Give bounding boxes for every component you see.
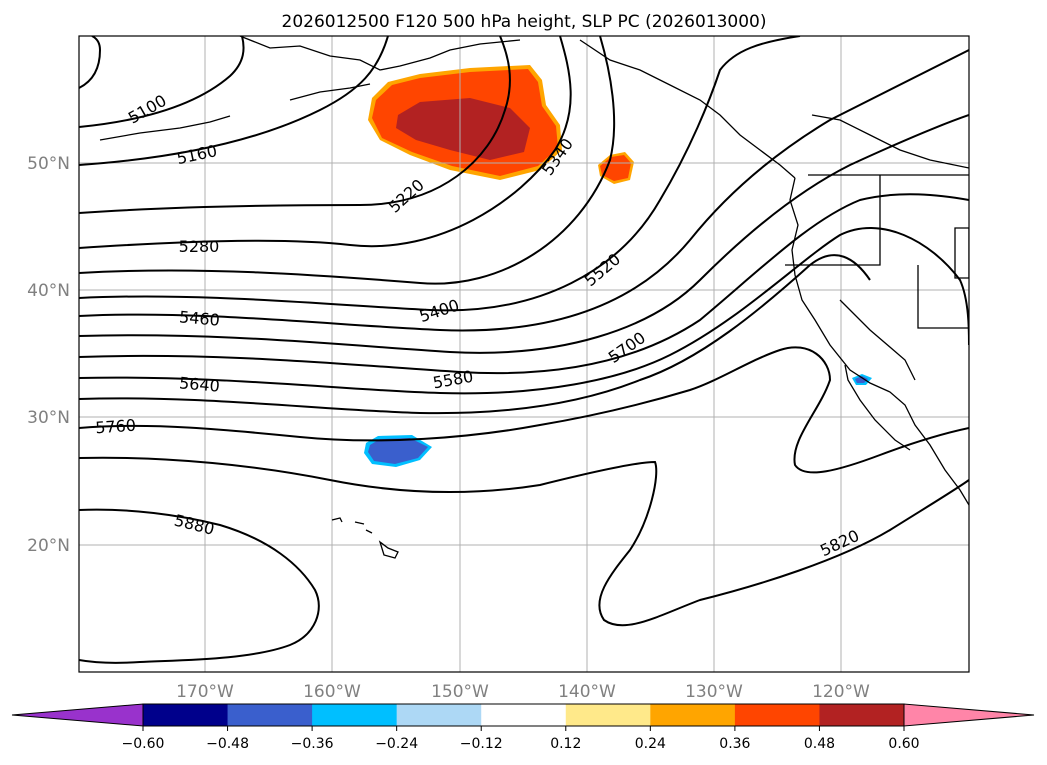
positive-anomaly-north-pacific (368, 65, 634, 184)
colorbar-segment (312, 704, 398, 726)
figure-title: 2026012500 F120 500 hPa height, SLP PC (… (282, 12, 767, 32)
anomaly-shade-small-036 (600, 155, 631, 181)
colorbar-tick-label: 0.24 (635, 736, 666, 752)
colorbar-tick-label: −0.36 (291, 736, 334, 752)
lat-label-40n: 40°N (27, 281, 70, 301)
colorbar-segment (565, 704, 651, 726)
colorbar-segment (396, 704, 482, 726)
colorbar-segment (481, 704, 567, 726)
colorbar-tick-label: −0.60 (122, 736, 165, 752)
anomaly-shade-neg-036 (368, 438, 428, 464)
colorbar-tick-label: 0.36 (719, 736, 750, 752)
colorbar-tick-label: −0.24 (375, 736, 418, 752)
contour-label-5760: 5760 (95, 416, 137, 438)
lat-labels: 50°N 40°N 30°N 20°N (27, 154, 70, 556)
coastlines (99, 36, 969, 559)
lat-label-30n: 30°N (27, 408, 70, 428)
lon-label-160w: 160°W (303, 682, 361, 702)
anomaly-shade-048 (396, 98, 530, 160)
colorbar-extend-max (903, 703, 1035, 727)
colorbar-tick-label: 0.48 (804, 736, 835, 752)
colorbar-ticks: −0.60 −0.48 −0.36 −0.24 −0.12 0.12 0.24 0.36 0.4… (122, 726, 920, 752)
lat-label-20n: 20°N (27, 536, 70, 556)
colorbar-segment (227, 704, 313, 726)
anomaly-shade-neg-coast-inner (855, 376, 868, 383)
colorbar-segment (734, 704, 820, 726)
colorbar-tick-label: 0.12 (550, 736, 581, 752)
lon-label-140w: 140°W (558, 682, 616, 702)
lon-label-150w: 150°W (431, 682, 489, 702)
colorbar-extend-min (11, 703, 144, 727)
lon-label-170w: 170°W (176, 682, 234, 702)
colorbar-tick-label: 0.60 (888, 736, 919, 752)
lat-label-50n: 50°N (27, 154, 70, 174)
gridlines (79, 36, 969, 672)
colorbar-segment (819, 704, 905, 726)
colorbar-tick-label: −0.12 (460, 736, 503, 752)
map-frame (78, 35, 970, 673)
lon-label-130w: 130°W (685, 682, 743, 702)
colorbar-tick-label: −0.48 (206, 736, 249, 752)
contour-label-5640: 5640 (178, 373, 220, 395)
contour-label-5280: 5280 (179, 237, 220, 256)
colorbar-segment (143, 704, 229, 726)
map-panel: 5100 5160 5220 5280 5340 5400 5460 5520 … (79, 36, 969, 672)
colorbar-outline (142, 703, 905, 727)
negative-anomaly-subtropics (364, 374, 872, 467)
contour-label-5460: 5460 (178, 307, 220, 329)
colorbar-segments (11, 703, 1035, 727)
lon-labels: 170°W 160°W 150°W 140°W 130°W 120°W (176, 682, 870, 702)
colorbar-segment (650, 704, 736, 726)
height-contours (79, 36, 969, 664)
lon-label-120w: 120°W (812, 682, 870, 702)
colorbar: −0.60 −0.48 −0.36 −0.24 −0.12 0.12 0.24 0.36 0.4… (11, 703, 1035, 752)
